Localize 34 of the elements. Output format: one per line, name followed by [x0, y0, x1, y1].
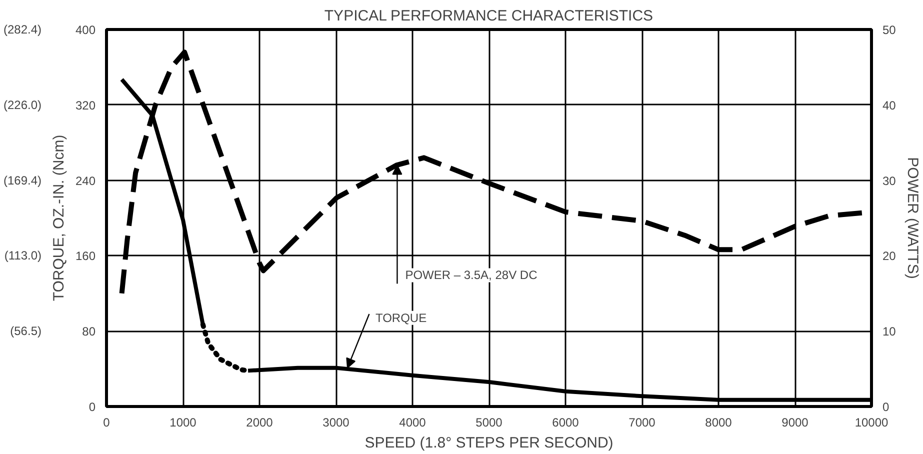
y2-tick-label: 10	[882, 324, 896, 339]
y3-tick-label: (169.4)	[3, 173, 42, 188]
y3-tick-label: (113.0)	[4, 248, 42, 263]
y2-tick-label: 50	[882, 23, 896, 37]
y3-tick-label: (56.5)	[10, 324, 42, 338]
y2-axis-title: POWER (WATTS)	[904, 157, 921, 279]
x-tick-label: 6000	[552, 416, 580, 430]
x-tick-label: 5000	[476, 416, 503, 430]
y-tick-label: 0	[88, 400, 96, 414]
y-axis-title: TORQUE, OZ.-IN. (Ncm)	[50, 134, 68, 302]
y3-tick-label: (226.0)	[3, 98, 42, 112]
y2-tick-label: 20	[882, 249, 896, 264]
x-axis-title: SPEED (1.8° STEPS PER SECOND)	[364, 434, 614, 452]
annotation: TORQUE	[375, 310, 427, 325]
annotation: POWER – 3.5A, 28V DC	[405, 268, 538, 282]
y2-tick-label: 0	[882, 400, 890, 414]
x-tick-label: 8000	[705, 416, 732, 430]
y3-tick-label: (282.4)	[3, 22, 42, 36]
x-tick-label: 0	[103, 416, 110, 430]
x-tick-label: 10000	[854, 416, 889, 430]
x-tick-label: 9000	[782, 416, 809, 430]
x-tick-label: 7000	[628, 416, 656, 430]
y-tick-label: 320	[75, 98, 96, 112]
x-tick-label: 1000	[170, 416, 197, 430]
y-tick-label: 160	[75, 249, 96, 264]
y-tick-label: 80	[82, 324, 96, 339]
y2-tick-label: 30	[882, 174, 896, 188]
x-tick-label: 2000	[246, 416, 274, 430]
x-tick-label: 3000	[322, 416, 350, 430]
y2-tick-label: 40	[882, 98, 896, 112]
x-tick-label: 4000	[399, 416, 426, 430]
y-tick-label: 240	[75, 174, 96, 188]
y-tick-label: 400	[75, 23, 96, 37]
chart-title: TYPICAL PERFORMANCE CHARACTERISTICS	[324, 8, 654, 24]
